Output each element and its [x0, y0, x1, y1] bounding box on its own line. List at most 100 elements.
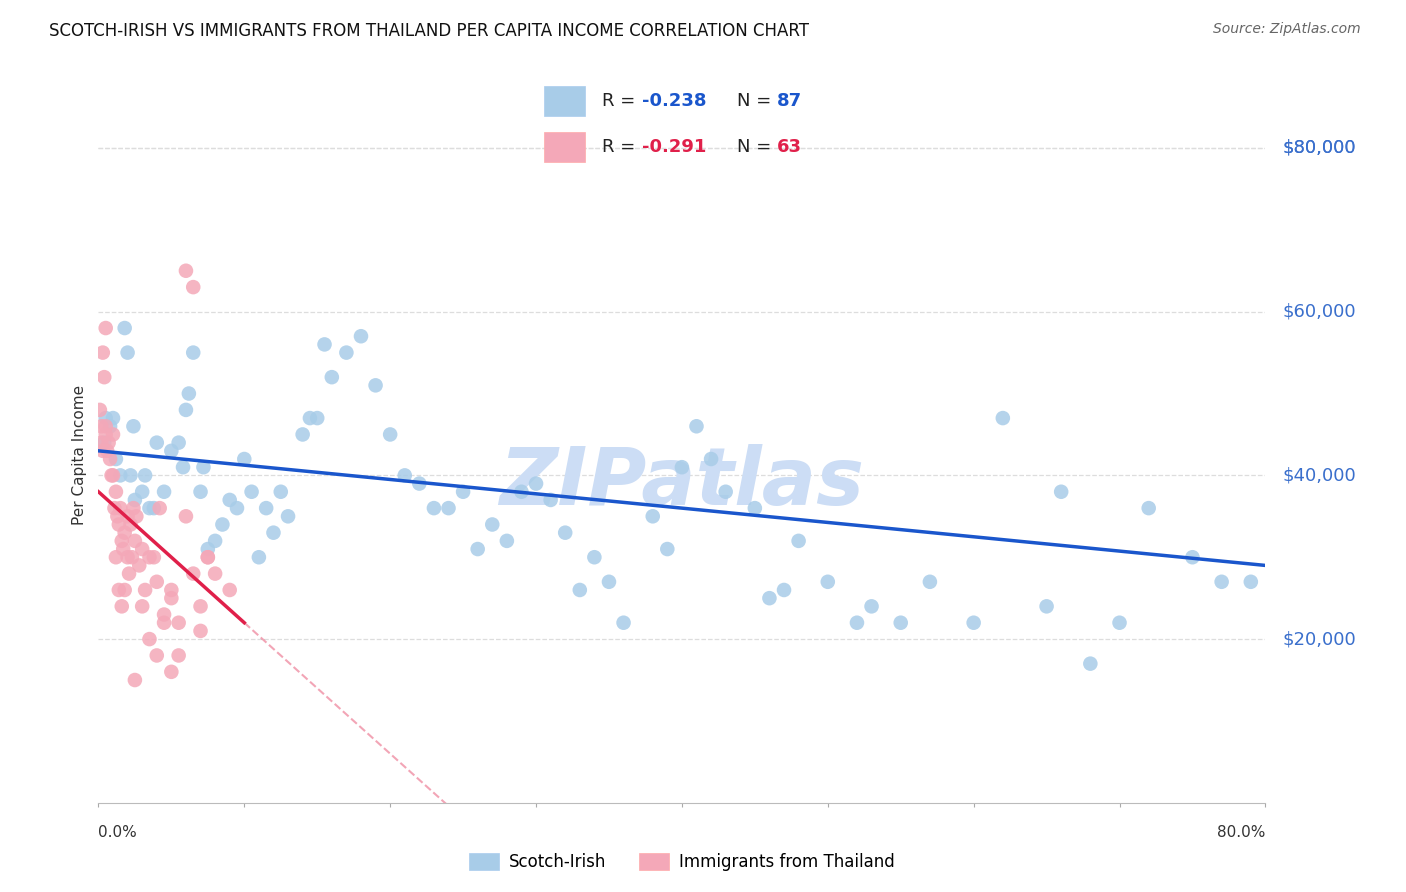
Point: [131, 542, 153, 557]
Point: [104, 550, 127, 565]
Point: [1108, 615, 1130, 630]
Point: [101, 427, 124, 442]
Point: [254, 501, 277, 516]
Point: [211, 517, 233, 532]
Point: [394, 468, 416, 483]
Point: [364, 378, 387, 392]
Point: [226, 501, 249, 516]
Point: [1050, 484, 1073, 499]
Point: [423, 501, 446, 516]
Point: [845, 615, 868, 630]
Point: [193, 460, 215, 475]
Y-axis label: Per Capita Income: Per Capita Income: [72, 384, 87, 525]
Point: [111, 599, 134, 614]
Point: [114, 321, 136, 335]
Point: [177, 386, 200, 401]
Point: [104, 484, 127, 499]
Point: [174, 509, 197, 524]
Point: [451, 484, 474, 499]
Point: [160, 665, 183, 679]
Point: [335, 345, 357, 359]
Point: [131, 599, 153, 614]
Point: [181, 280, 204, 294]
Point: [124, 533, 146, 548]
Text: -0.238: -0.238: [643, 93, 707, 111]
Point: [540, 492, 562, 507]
Point: [94, 321, 117, 335]
Text: 0.0%: 0.0%: [98, 825, 138, 840]
Point: [146, 574, 169, 589]
Point: [962, 615, 984, 630]
Point: [117, 345, 139, 359]
Point: [204, 533, 226, 548]
Point: [181, 566, 204, 581]
Point: [991, 411, 1014, 425]
Point: [467, 542, 489, 557]
Point: [1137, 501, 1160, 516]
Point: [190, 624, 212, 638]
Point: [91, 443, 114, 458]
Point: [277, 509, 299, 524]
Point: [307, 411, 329, 425]
Text: 80.0%: 80.0%: [1218, 825, 1265, 840]
Point: [142, 550, 165, 565]
Point: [583, 550, 606, 565]
Point: [89, 403, 111, 417]
Point: [111, 533, 134, 548]
Point: [598, 574, 620, 589]
Point: [91, 345, 114, 359]
Point: [160, 591, 183, 606]
Point: [744, 501, 766, 516]
Point: [773, 582, 796, 597]
Point: [1240, 574, 1263, 589]
Point: [117, 550, 139, 565]
Point: [149, 501, 172, 516]
Point: [568, 582, 591, 597]
Point: [1181, 550, 1204, 565]
Text: N =: N =: [737, 138, 776, 156]
Point: [134, 468, 156, 483]
Legend: Scotch-Irish, Immigrants from Thailand: Scotch-Irish, Immigrants from Thailand: [463, 847, 901, 878]
Point: [112, 542, 135, 557]
Point: [125, 509, 148, 524]
Point: [233, 452, 256, 467]
Point: [96, 443, 118, 458]
Point: [114, 525, 136, 540]
Point: [350, 329, 373, 343]
Point: [124, 673, 146, 687]
Point: [240, 484, 263, 499]
Point: [1080, 657, 1102, 671]
Text: $60,000: $60,000: [1282, 302, 1355, 321]
Point: [890, 615, 912, 630]
Point: [128, 558, 150, 573]
Text: -0.291: -0.291: [643, 138, 707, 156]
Text: $80,000: $80,000: [1282, 139, 1355, 157]
Point: [918, 574, 941, 589]
Point: [298, 411, 321, 425]
Point: [685, 419, 707, 434]
Point: [138, 501, 160, 516]
Point: [314, 337, 336, 351]
Text: $40,000: $40,000: [1282, 467, 1355, 484]
Point: [270, 484, 292, 499]
Point: [197, 550, 219, 565]
Point: [167, 615, 190, 630]
Point: [174, 403, 197, 417]
Point: [437, 501, 460, 516]
Point: [138, 550, 160, 565]
FancyBboxPatch shape: [544, 132, 585, 162]
Point: [120, 468, 142, 483]
Point: [117, 509, 139, 524]
Point: [100, 468, 122, 483]
Point: [641, 509, 664, 524]
Text: 63: 63: [778, 138, 803, 156]
Point: [700, 452, 723, 467]
Point: [124, 492, 146, 507]
Point: [134, 582, 156, 597]
Point: [197, 542, 219, 557]
Point: [90, 435, 112, 450]
Text: 87: 87: [778, 93, 803, 111]
Point: [554, 525, 576, 540]
Point: [787, 533, 810, 548]
Point: [94, 411, 117, 425]
